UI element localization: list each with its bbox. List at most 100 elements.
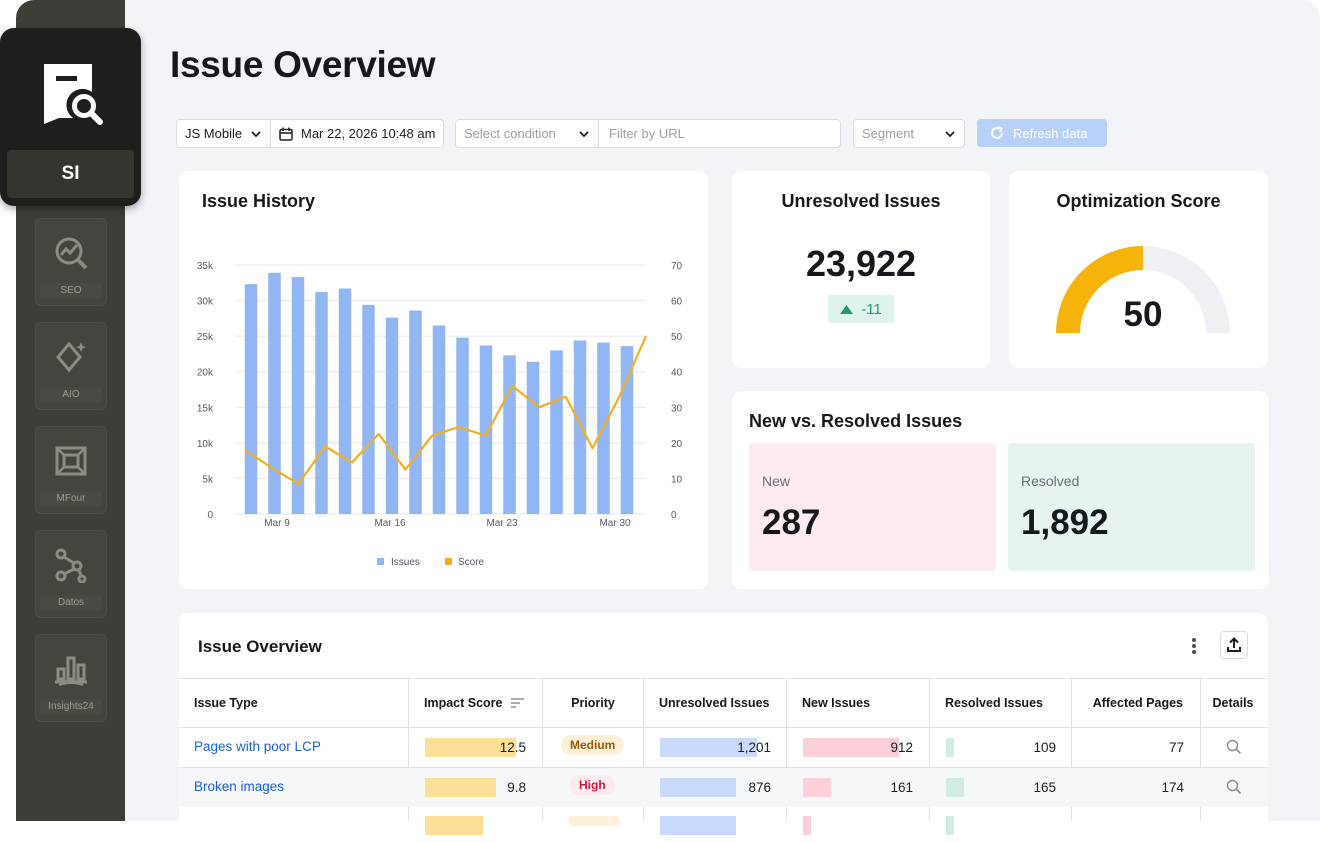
legend-issues-label: Issues xyxy=(391,557,420,568)
issue-type-link[interactable]: Broken images xyxy=(194,779,285,794)
segment-placeholder: Segment xyxy=(862,126,915,141)
new-issues-value: 912 xyxy=(890,740,913,755)
new-issues-bar xyxy=(803,816,811,835)
table-col-divider xyxy=(542,678,543,821)
unresolved-issues-value: 23,922 xyxy=(805,243,917,284)
x-tick-label: Mar 16 xyxy=(374,518,406,529)
col-header-resolved[interactable]: Resolved Issues xyxy=(945,695,1043,710)
sidebar-item-label: Insights24 xyxy=(40,699,102,715)
sidebar-item-label: AIO xyxy=(40,387,102,403)
table-col-divider xyxy=(929,678,930,821)
gauge-fill xyxy=(1056,246,1144,334)
y-left-tick-label: 30k xyxy=(197,297,214,308)
new-issues-value: 161 xyxy=(890,780,913,795)
url-filter-placeholder: Filter by URL xyxy=(609,126,685,141)
legend-score-swatch xyxy=(445,558,452,565)
date-value: Mar 22, 2026 10:48 am xyxy=(301,126,436,141)
priority-badge: High xyxy=(570,775,615,795)
table-col-divider xyxy=(1200,678,1201,821)
issue-history-card: Issue History 0 5k 10k 15k 20k 25k 30k 35k 0 10 20… xyxy=(179,171,708,589)
export-button[interactable] xyxy=(1220,631,1248,659)
chevron-down-icon xyxy=(578,128,590,143)
issue-type-link[interactable]: Pages with poor LCP xyxy=(194,739,321,754)
table-row-divider xyxy=(179,767,1268,768)
segment-select[interactable]: Segment xyxy=(853,119,965,148)
col-header-unresolved[interactable]: Unresolved Issues xyxy=(659,695,770,710)
sidebar-item-insights24[interactable]: Insights24 xyxy=(35,634,107,722)
table-col-divider xyxy=(1071,678,1072,821)
url-filter-input[interactable]: Filter by URL xyxy=(598,119,841,148)
issues-bar xyxy=(479,345,493,514)
impact-score-value: 9.8 xyxy=(507,780,526,795)
affected-pages-value: 174 xyxy=(1161,780,1184,795)
optimization-score-title: Optimization Score xyxy=(1056,191,1221,211)
issue-overview-table-card: Issue Overview xyxy=(179,613,1268,843)
sidebar-item-datos[interactable]: Datos xyxy=(35,530,107,618)
issues-bar xyxy=(315,292,328,514)
impact-score-bar xyxy=(425,778,496,797)
unresolved-bar xyxy=(660,816,736,835)
device-select-value: JS Mobile xyxy=(185,126,243,141)
table-header-top-border xyxy=(179,678,1268,679)
unresolved-issues-card: Unresolved Issues 23,922 -11 xyxy=(732,171,990,368)
table-col-divider xyxy=(643,678,644,821)
search-icon[interactable] xyxy=(1226,739,1242,760)
unresolved-bar xyxy=(660,738,757,757)
new-issues-label: New xyxy=(762,473,791,489)
y-left-tick-label: 25k xyxy=(197,332,214,343)
x-tick-label: Mar 30 xyxy=(599,518,631,529)
aio-icon xyxy=(51,337,91,377)
y-right-tick-label: 30 xyxy=(671,403,683,414)
date-picker[interactable]: Mar 22, 2026 10:48 am xyxy=(270,119,444,148)
optimization-gauge xyxy=(1056,246,1230,334)
chevron-down-icon xyxy=(250,128,262,143)
col-header-impact-score[interactable]: Impact Score xyxy=(424,678,524,727)
issue-history-chart: 0 5k 10k 15k 20k 25k 30k 35k 0 10 20 30 40 50 60 70 Mar … xyxy=(197,261,683,568)
active-module-si[interactable]: SI xyxy=(0,28,141,206)
resolved-value: 165 xyxy=(1033,780,1056,795)
issue-history-title: Issue History xyxy=(202,191,316,211)
col-header-affected-pages[interactable]: Affected Pages xyxy=(1092,695,1183,710)
refresh-label: Refresh data xyxy=(1013,125,1088,141)
resolved-issues-tile: Resolved 1,892 xyxy=(1008,443,1255,571)
col-header-issue-type[interactable]: Issue Type xyxy=(194,695,258,710)
issues-bar xyxy=(456,337,469,514)
table-title: Issue Overview xyxy=(198,637,322,656)
sort-icon[interactable] xyxy=(510,697,524,708)
issues-bar xyxy=(291,277,305,514)
sidebar-item-label: Datos xyxy=(40,595,102,611)
resolved-bar xyxy=(946,738,954,757)
new-issues-value: 287 xyxy=(762,503,821,542)
resolved-bar xyxy=(946,816,954,835)
mfour-icon xyxy=(51,441,91,481)
priority-badge xyxy=(568,816,620,826)
new-vs-resolved-title: New vs. Resolved Issues xyxy=(749,411,963,431)
sidebar-item-label: SEO xyxy=(40,283,102,299)
sidebar-item-mfour[interactable]: MFour xyxy=(35,426,107,514)
issues-bar xyxy=(526,361,540,514)
device-select[interactable]: JS Mobile xyxy=(176,119,271,148)
y-right-tick-label: 0 xyxy=(671,510,677,521)
col-header-new[interactable]: New Issues xyxy=(802,695,871,710)
y-right-tick-label: 70 xyxy=(671,261,683,272)
issues-bar xyxy=(503,355,516,514)
sidebar-item-label: MFour xyxy=(40,491,102,507)
y-right-tick-label: 10 xyxy=(671,474,683,485)
unresolved-bar xyxy=(660,778,736,797)
active-module-label: SI xyxy=(7,150,134,198)
sidebar-item-seo[interactable]: SEO xyxy=(35,218,107,306)
resolved-issues-value: 1,892 xyxy=(1021,503,1109,542)
y-left-tick-label: 15k xyxy=(197,403,214,414)
search-icon[interactable] xyxy=(1226,779,1242,800)
chevron-down-icon xyxy=(944,128,956,143)
issues-bar xyxy=(573,340,587,514)
more-options-icon[interactable] xyxy=(1184,637,1204,657)
col-header-priority[interactable]: Priority xyxy=(571,695,615,710)
condition-select[interactable]: Select condition xyxy=(455,119,599,148)
refresh-data-button[interactable]: Refresh data xyxy=(977,119,1107,147)
optimization-score-value: 50 xyxy=(1123,295,1163,334)
legend-score-label: Score xyxy=(458,557,485,568)
x-tick-label: Mar 9 xyxy=(264,518,290,529)
sidebar-item-aio[interactable]: AIO xyxy=(35,322,107,410)
priority-badge: Medium xyxy=(561,735,625,755)
